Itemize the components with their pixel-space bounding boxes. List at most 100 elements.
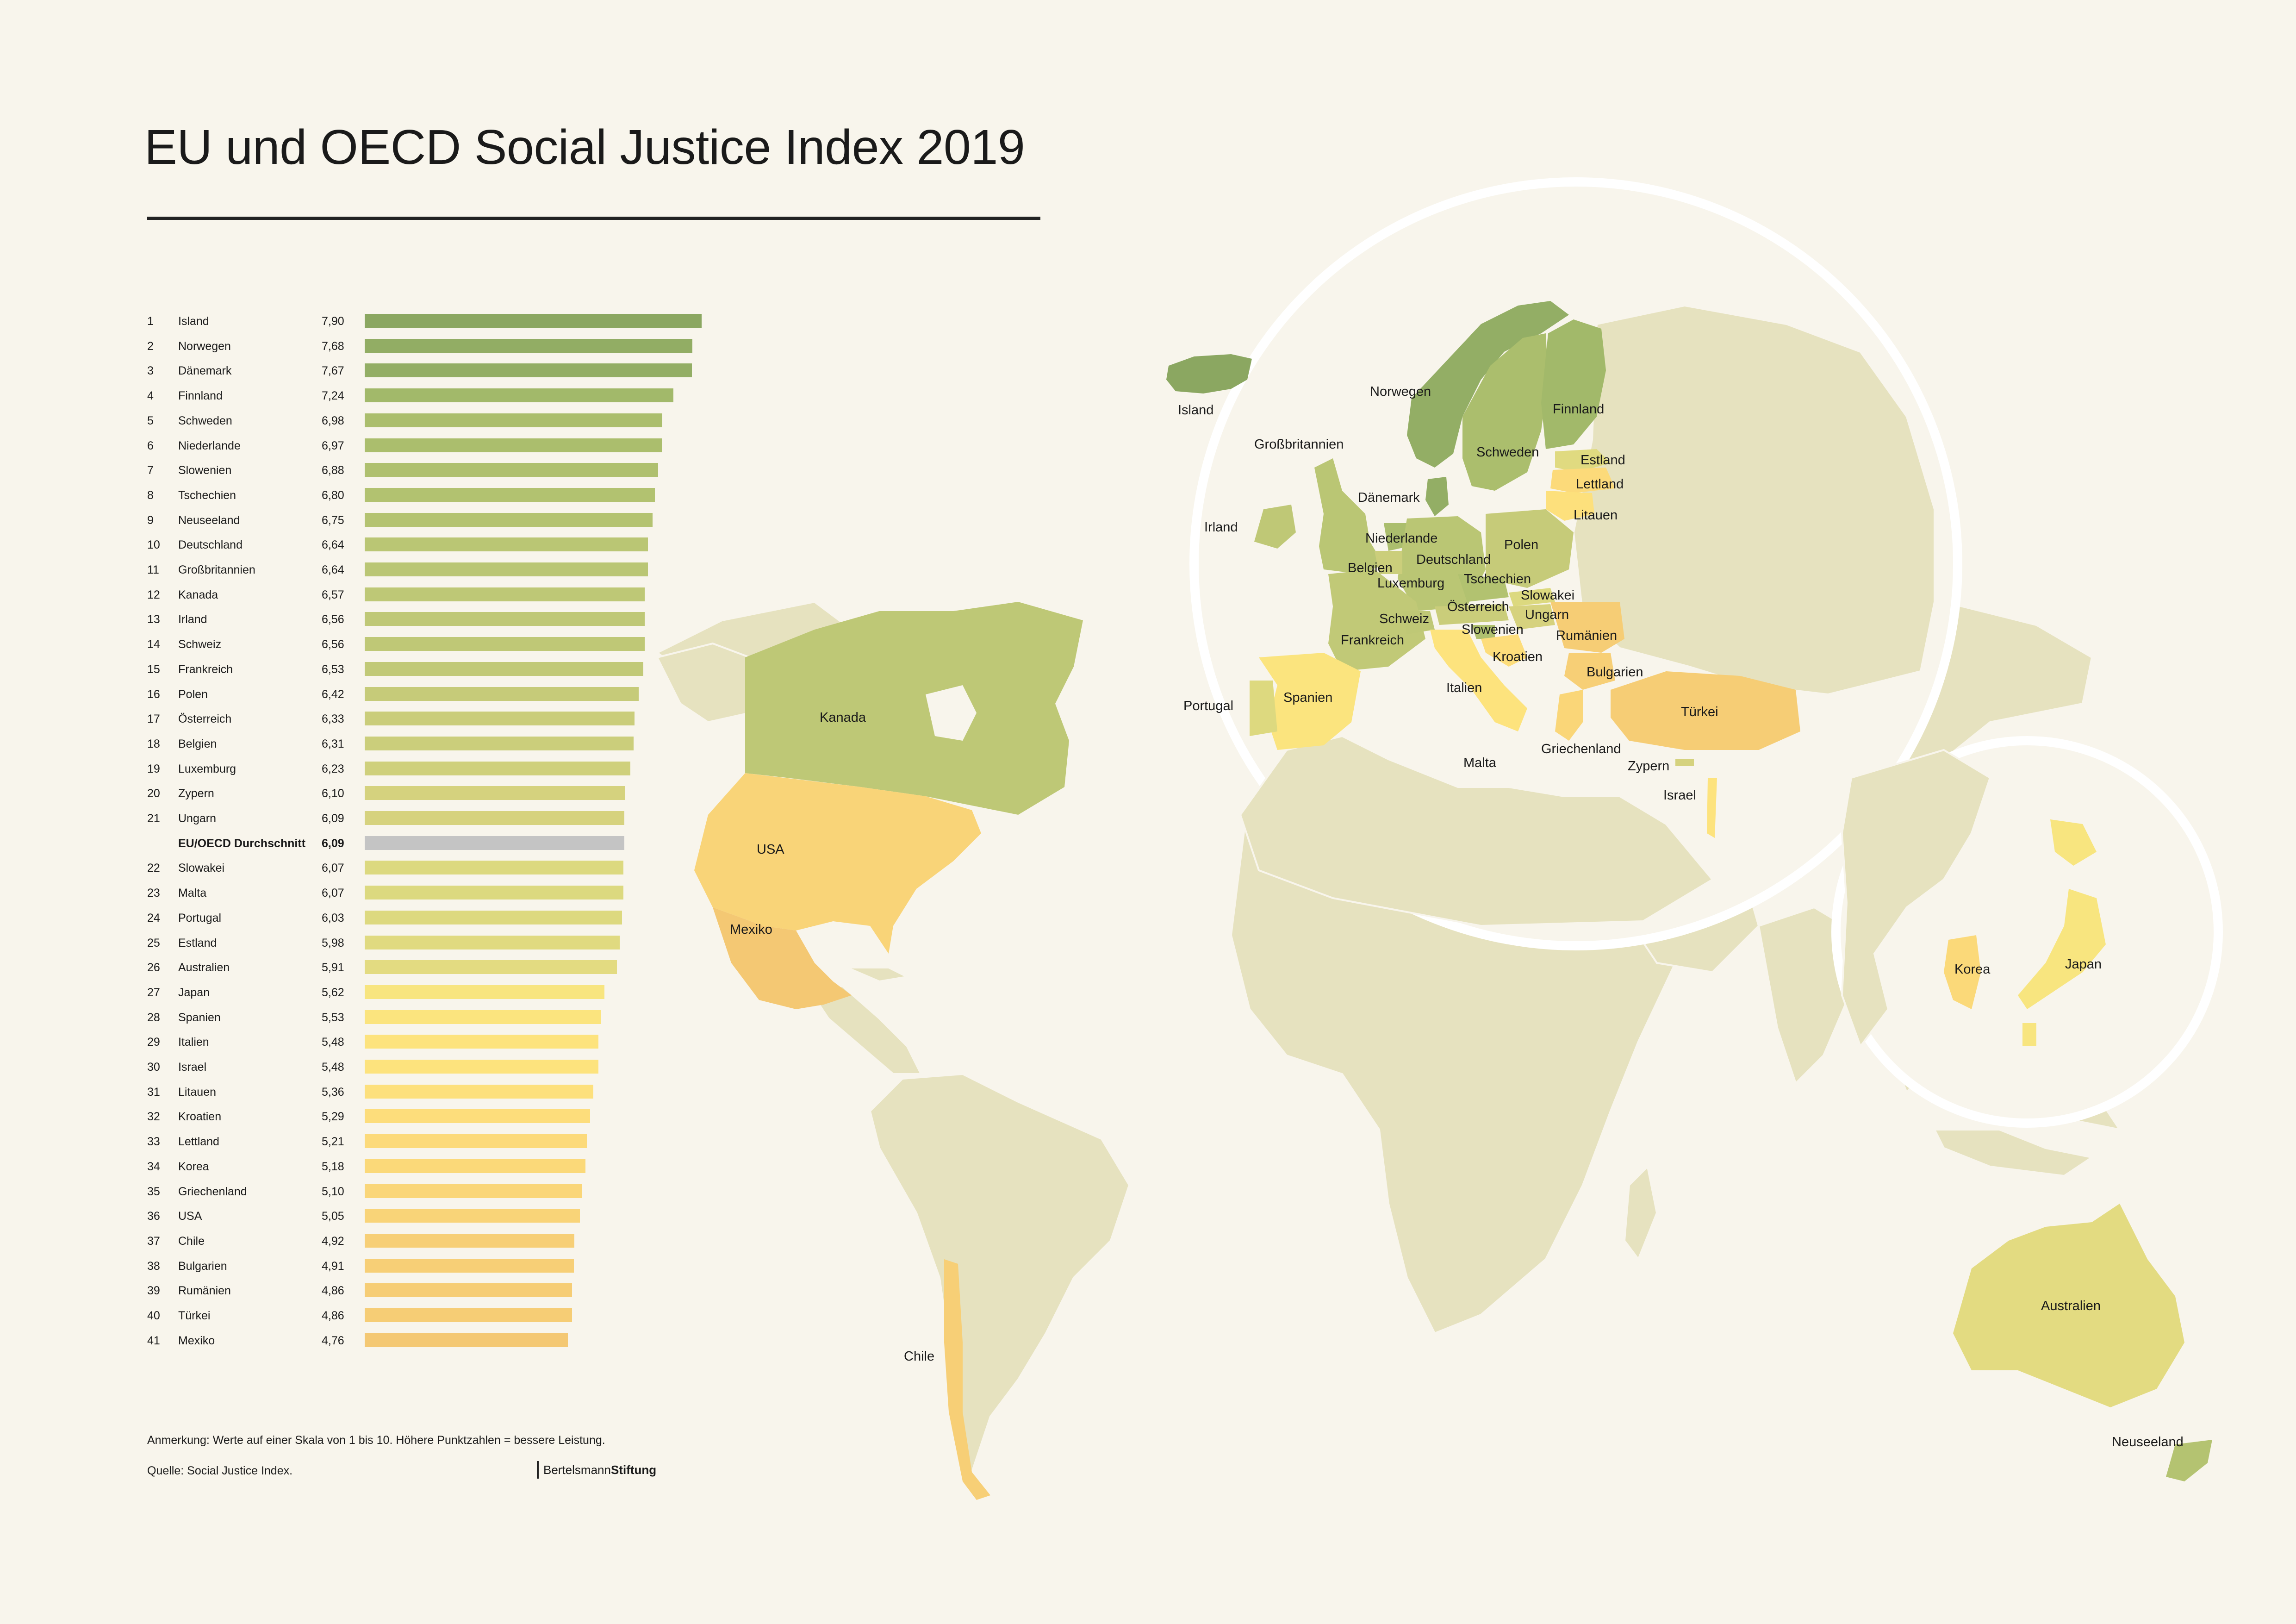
- country-name: Korea: [178, 1160, 209, 1173]
- czechia: [1458, 574, 1509, 602]
- korea: [1944, 935, 1981, 1009]
- label-italien: Italien: [1446, 681, 1482, 695]
- score-value: 6,53: [322, 662, 344, 676]
- rank-number: 3: [147, 364, 154, 378]
- score-bar: [365, 861, 624, 875]
- label-norwegen: Norwegen: [1370, 384, 1431, 399]
- country-name: Kroatien: [178, 1110, 222, 1124]
- norway: [1407, 301, 1569, 468]
- page-title: EU und OECD Social Justice Index 2019: [144, 120, 1025, 175]
- usa: [694, 773, 981, 954]
- score-value: 6,56: [322, 613, 344, 626]
- country-name: Australien: [178, 961, 230, 974]
- rank-number: 16: [147, 687, 160, 701]
- score-bar: [365, 512, 653, 527]
- score-value: 6,31: [322, 737, 344, 750]
- country-name: Dänemark: [178, 364, 232, 378]
- score-value: 5,05: [322, 1210, 344, 1223]
- label-bulgarien: Bulgarien: [1587, 665, 1643, 680]
- label-irland: Irland: [1204, 520, 1238, 535]
- score-value: 5,62: [322, 986, 344, 999]
- label-litauen: Litauen: [1574, 508, 1618, 523]
- label-tschechien: Tschechien: [1464, 572, 1531, 587]
- rank-number: 12: [147, 588, 160, 601]
- country-name: Polen: [178, 687, 208, 701]
- score-bar: [365, 487, 655, 502]
- denmark: [1425, 477, 1449, 516]
- score-bar: [365, 413, 663, 427]
- rank-number: 41: [147, 1334, 160, 1347]
- croatia: [1481, 634, 1527, 667]
- score-value: 6,98: [322, 414, 344, 427]
- score-value: 5,10: [322, 1185, 344, 1198]
- score-value: 5,48: [322, 1061, 344, 1074]
- slovakia: [1509, 588, 1555, 606]
- country-name: Neuseeland: [178, 513, 240, 527]
- score-bar: [365, 1333, 568, 1347]
- label-estland: Estland: [1580, 453, 1625, 468]
- ireland: [1254, 505, 1296, 549]
- brand-light: Bertelsmann: [543, 1463, 611, 1477]
- score-bar: [365, 1308, 572, 1322]
- score-value: 4,92: [322, 1234, 344, 1248]
- lithuania: [1546, 491, 1594, 521]
- score-value: 6,23: [322, 762, 344, 775]
- country-name: Rumänien: [178, 1284, 231, 1298]
- score-bar: [365, 1283, 572, 1298]
- russia-region: [1572, 304, 1935, 696]
- score-value: 7,67: [322, 364, 344, 378]
- score-value: 5,53: [322, 1011, 344, 1024]
- score-bar: [365, 1159, 586, 1173]
- score-value: 6,03: [322, 911, 344, 924]
- map-labels: Island Norwegen Finnland Schweden Großbr…: [730, 384, 2184, 1449]
- asia-inset: [1831, 736, 2223, 1128]
- label-israel: Israel: [1663, 788, 1696, 803]
- score-bar: [365, 1060, 598, 1074]
- country-name: Belgien: [178, 737, 217, 750]
- score-value: 4,76: [322, 1334, 344, 1347]
- rank-number: 14: [147, 638, 160, 651]
- spain: [1259, 653, 1361, 750]
- ranking-chart: 1 Island 7,90 2 Norwegen 7,68 3 Dänemark 7,67 4 Fi…: [0, 0, 740, 1435]
- turkey: [1611, 671, 1800, 750]
- country-name: Slowakei: [178, 862, 225, 875]
- score-value: 6,64: [322, 563, 344, 576]
- score-bar: [365, 1109, 591, 1124]
- label-griechenland: Griechenland: [1541, 742, 1621, 756]
- score-value: 6,09: [322, 837, 344, 850]
- bulgaria: [1564, 653, 1615, 690]
- country-name: Tschechien: [178, 488, 236, 502]
- source-note: Quelle: Social Justice Index.: [147, 1464, 293, 1477]
- country-name: EU/OECD Durchschnitt: [178, 837, 306, 850]
- score-value: 7,68: [322, 339, 344, 353]
- rank-number: 33: [147, 1135, 160, 1149]
- label-mexiko: Mexiko: [730, 922, 772, 937]
- label-portugal: Portugal: [1183, 699, 1233, 713]
- score-bar: [365, 1035, 598, 1049]
- rank-number: 5: [147, 414, 154, 427]
- chile: [944, 1259, 990, 1500]
- poland: [1486, 509, 1574, 588]
- score-bar: [365, 612, 645, 626]
- country-name: Bulgarien: [178, 1259, 227, 1273]
- label-slowakei: Slowakei: [1521, 588, 1574, 603]
- country-name: Israel: [178, 1061, 207, 1074]
- score-bar: [365, 985, 604, 999]
- country-name: Zypern: [178, 787, 214, 800]
- score-bar: [365, 1209, 580, 1223]
- rank-number: 13: [147, 613, 160, 626]
- rank-number: 6: [147, 439, 154, 452]
- score-bar: [365, 637, 645, 651]
- score-value: 6,56: [322, 638, 344, 651]
- rank-number: 10: [147, 538, 160, 552]
- rank-number: 20: [147, 787, 160, 800]
- label-slowenien: Slowenien: [1462, 622, 1524, 637]
- label-oesterreich: Österreich: [1447, 600, 1509, 614]
- score-value: 5,98: [322, 936, 344, 949]
- score-bar: [365, 463, 658, 477]
- score-value: 6,42: [322, 687, 344, 701]
- latvia: [1550, 468, 1615, 493]
- rank-number: 37: [147, 1234, 160, 1248]
- rank-number: 8: [147, 488, 154, 502]
- country-name: Schweden: [178, 414, 232, 427]
